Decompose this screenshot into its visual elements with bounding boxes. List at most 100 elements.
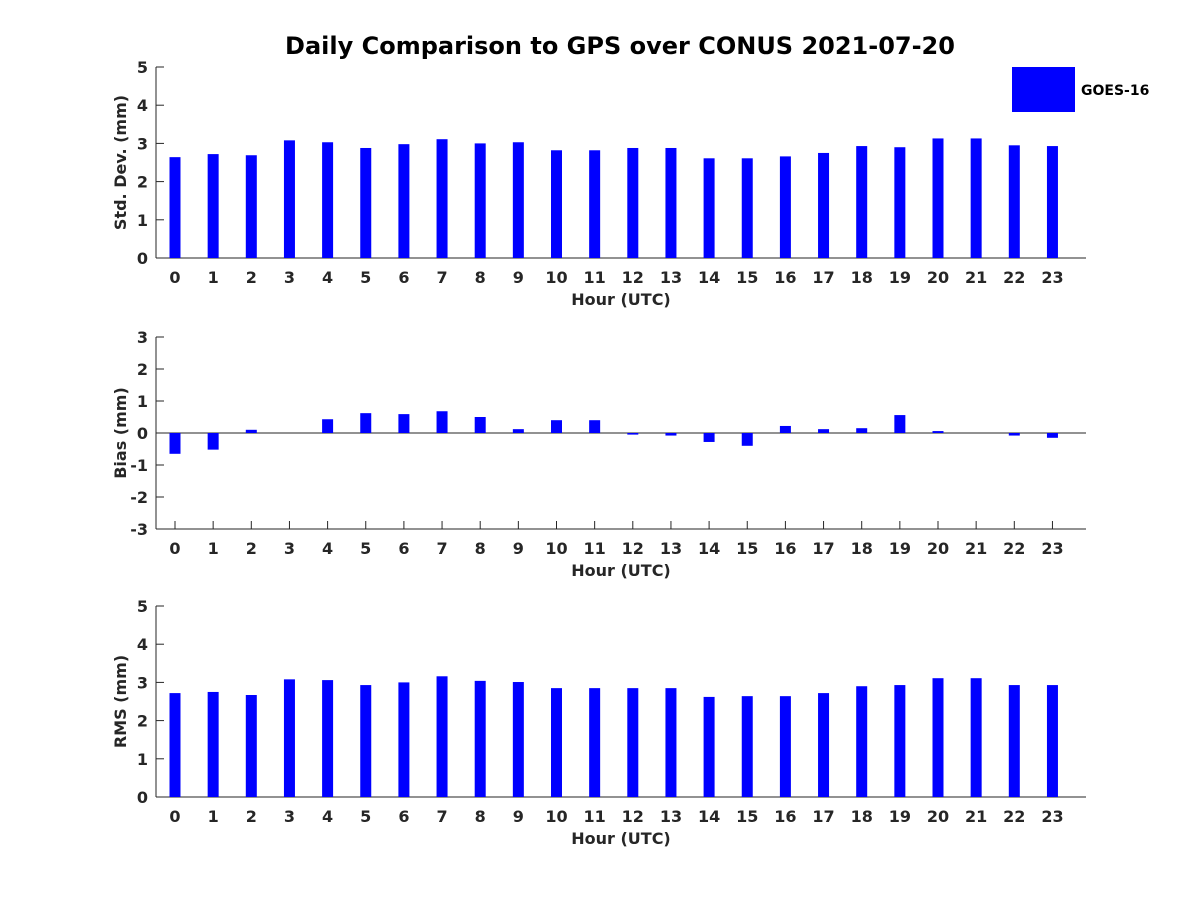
x-tick-label: 14 xyxy=(698,539,720,558)
x-tick-label: 3 xyxy=(284,268,295,287)
bar-std-dev-13 xyxy=(665,147,677,258)
bar-rms-1 xyxy=(207,691,219,797)
bar-rms-21 xyxy=(970,678,982,797)
x-tick-label: 20 xyxy=(927,268,949,287)
x-axis-label: Hour (UTC) xyxy=(571,829,671,848)
legend-swatch xyxy=(1012,67,1075,112)
bar-rms-9 xyxy=(512,682,524,797)
bar-std-dev-22 xyxy=(1008,145,1020,258)
bar-rms-20 xyxy=(932,678,944,797)
bar-bias-22 xyxy=(1008,433,1020,436)
x-tick-label: 6 xyxy=(398,539,409,558)
bar-rms-16 xyxy=(779,696,791,797)
x-tick-label: 12 xyxy=(622,807,644,826)
legend: GOES-16 xyxy=(1012,67,1149,112)
y-tick-label: -1 xyxy=(130,456,148,475)
x-tick-label: 12 xyxy=(622,268,644,287)
bar-std-dev-14 xyxy=(703,158,715,258)
x-tick-label: 17 xyxy=(812,268,834,287)
x-tick-label: 18 xyxy=(851,268,873,287)
bar-bias-17 xyxy=(818,429,830,433)
bar-rms-3 xyxy=(283,679,295,797)
x-tick-label: 12 xyxy=(622,539,644,558)
y-tick-label: 0 xyxy=(137,249,148,268)
bar-bias-23 xyxy=(1046,433,1058,438)
x-axis-label: Hour (UTC) xyxy=(571,561,671,580)
bar-bias-8 xyxy=(474,417,486,433)
bar-bias-4 xyxy=(322,419,334,433)
bar-bias-2 xyxy=(245,429,257,433)
bar-std-dev-4 xyxy=(322,142,334,258)
x-tick-label: 2 xyxy=(246,807,257,826)
y-tick-label: 1 xyxy=(137,211,148,230)
y-tick-label: 1 xyxy=(137,750,148,769)
x-tick-label: 5 xyxy=(360,807,371,826)
x-tick-label: 23 xyxy=(1041,539,1063,558)
x-tick-label: 9 xyxy=(513,807,524,826)
bar-std-dev-0 xyxy=(169,157,181,258)
bar-bias-16 xyxy=(779,425,791,433)
x-tick-label: 16 xyxy=(774,539,796,558)
bar-std-dev-10 xyxy=(551,150,562,258)
x-tick-label: 0 xyxy=(169,539,180,558)
x-tick-label: 19 xyxy=(889,268,911,287)
y-tick-label: 0 xyxy=(137,424,148,443)
bar-rms-8 xyxy=(474,680,486,797)
x-tick-label: 15 xyxy=(736,268,758,287)
x-tick-label: 6 xyxy=(398,268,409,287)
x-tick-label: 10 xyxy=(545,539,567,558)
y-tick-label: -3 xyxy=(130,520,148,539)
x-tick-label: 11 xyxy=(584,539,606,558)
bar-std-dev-11 xyxy=(589,150,601,258)
bar-std-dev-9 xyxy=(512,142,524,258)
x-tick-label: 6 xyxy=(398,807,409,826)
bar-std-dev-20 xyxy=(932,138,944,258)
x-tick-label: 11 xyxy=(584,268,606,287)
bar-rms-13 xyxy=(665,688,677,797)
bar-std-dev-7 xyxy=(436,139,448,258)
x-tick-label: 18 xyxy=(851,807,873,826)
bar-bias-7 xyxy=(436,411,448,433)
x-tick-label: 7 xyxy=(436,268,447,287)
y-tick-label: 4 xyxy=(137,635,148,654)
bar-std-dev-1 xyxy=(207,154,219,258)
x-tick-label: 21 xyxy=(965,268,987,287)
x-tick-label: 13 xyxy=(660,268,682,287)
x-tick-label: 16 xyxy=(774,807,796,826)
bar-std-dev-12 xyxy=(627,147,639,258)
x-tick-label: 8 xyxy=(475,807,486,826)
x-tick-label: 22 xyxy=(1003,268,1025,287)
x-tick-label: 5 xyxy=(360,268,371,287)
bar-rms-4 xyxy=(322,680,334,797)
x-tick-label: 21 xyxy=(965,807,987,826)
x-tick-label: 2 xyxy=(246,539,257,558)
bar-std-dev-23 xyxy=(1046,146,1058,258)
y-tick-label: 2 xyxy=(137,360,148,379)
bar-std-dev-2 xyxy=(245,155,257,258)
bar-bias-13 xyxy=(665,433,677,436)
bar-bias-10 xyxy=(551,420,562,433)
x-tick-label: 8 xyxy=(475,268,486,287)
x-tick-label: 14 xyxy=(698,807,720,826)
bar-bias-19 xyxy=(894,415,906,433)
y-tick-label: -2 xyxy=(130,488,148,507)
x-tick-label: 5 xyxy=(360,539,371,558)
bar-rms-5 xyxy=(360,685,372,797)
bar-std-dev-21 xyxy=(970,138,982,258)
bar-rms-15 xyxy=(741,696,753,797)
bar-rms-14 xyxy=(703,696,715,797)
bar-rms-19 xyxy=(894,685,906,797)
x-tick-label: 13 xyxy=(660,807,682,826)
x-tick-label: 18 xyxy=(851,539,873,558)
x-tick-label: 3 xyxy=(284,807,295,826)
bar-std-dev-6 xyxy=(398,144,410,258)
x-tick-label: 17 xyxy=(812,807,834,826)
x-tick-label: 4 xyxy=(322,268,333,287)
bar-rms-0 xyxy=(169,693,181,797)
bar-bias-18 xyxy=(856,428,868,433)
x-tick-label: 15 xyxy=(736,539,758,558)
bar-rms-11 xyxy=(589,688,601,797)
